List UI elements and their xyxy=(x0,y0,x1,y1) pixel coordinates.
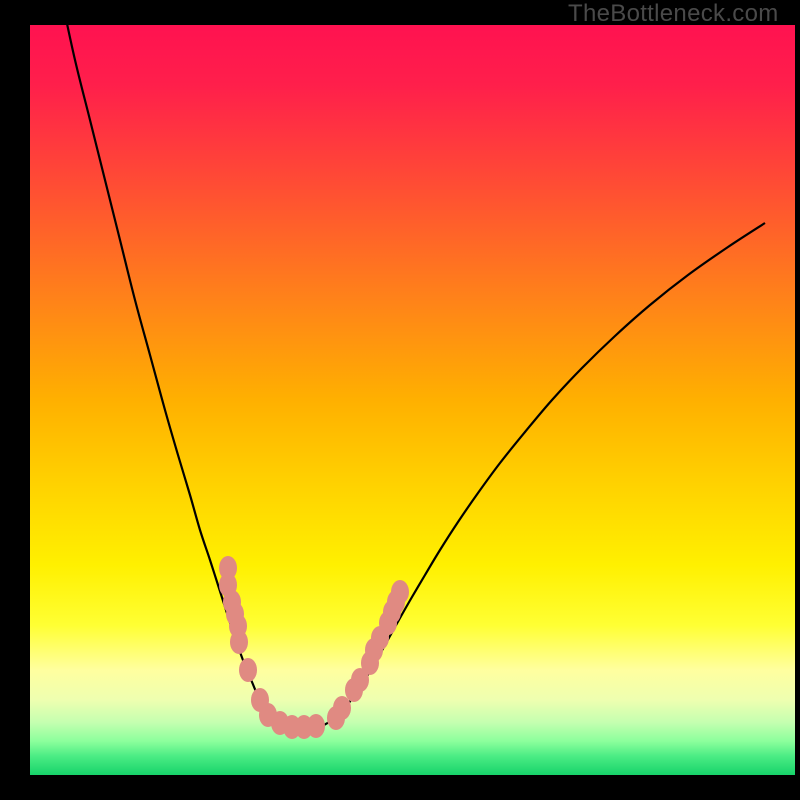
plot-area xyxy=(30,25,795,775)
marker-right xyxy=(333,696,351,720)
watermark-text: TheBottleneck.com xyxy=(568,0,779,28)
chart-svg xyxy=(30,25,795,775)
marker-left xyxy=(307,714,325,738)
marker-left xyxy=(239,658,257,682)
marker-right xyxy=(391,580,409,604)
marker-left xyxy=(230,630,248,654)
curve-left xyxy=(62,25,300,729)
